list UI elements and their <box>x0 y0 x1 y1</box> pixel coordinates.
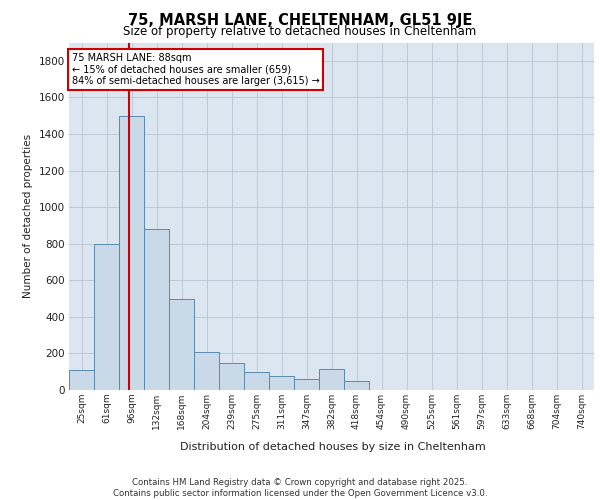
Bar <box>119 116 144 390</box>
Bar <box>294 379 319 390</box>
Y-axis label: Number of detached properties: Number of detached properties <box>23 134 33 298</box>
Text: 75, MARSH LANE, CHELTENHAM, GL51 9JE: 75, MARSH LANE, CHELTENHAM, GL51 9JE <box>128 12 472 28</box>
Bar <box>194 352 219 390</box>
Text: 75 MARSH LANE: 88sqm
← 15% of detached houses are smaller (659)
84% of semi-deta: 75 MARSH LANE: 88sqm ← 15% of detached h… <box>71 53 319 86</box>
Text: Distribution of detached houses by size in Cheltenham: Distribution of detached houses by size … <box>180 442 486 452</box>
Bar <box>344 381 369 390</box>
Bar <box>69 370 94 390</box>
Bar <box>169 298 194 390</box>
Bar <box>319 369 344 390</box>
Bar <box>269 376 294 390</box>
Text: Contains HM Land Registry data © Crown copyright and database right 2025.
Contai: Contains HM Land Registry data © Crown c… <box>113 478 487 498</box>
Bar <box>219 362 244 390</box>
Bar <box>94 244 119 390</box>
Bar <box>144 229 169 390</box>
Bar <box>244 372 269 390</box>
Text: Size of property relative to detached houses in Cheltenham: Size of property relative to detached ho… <box>124 25 476 38</box>
